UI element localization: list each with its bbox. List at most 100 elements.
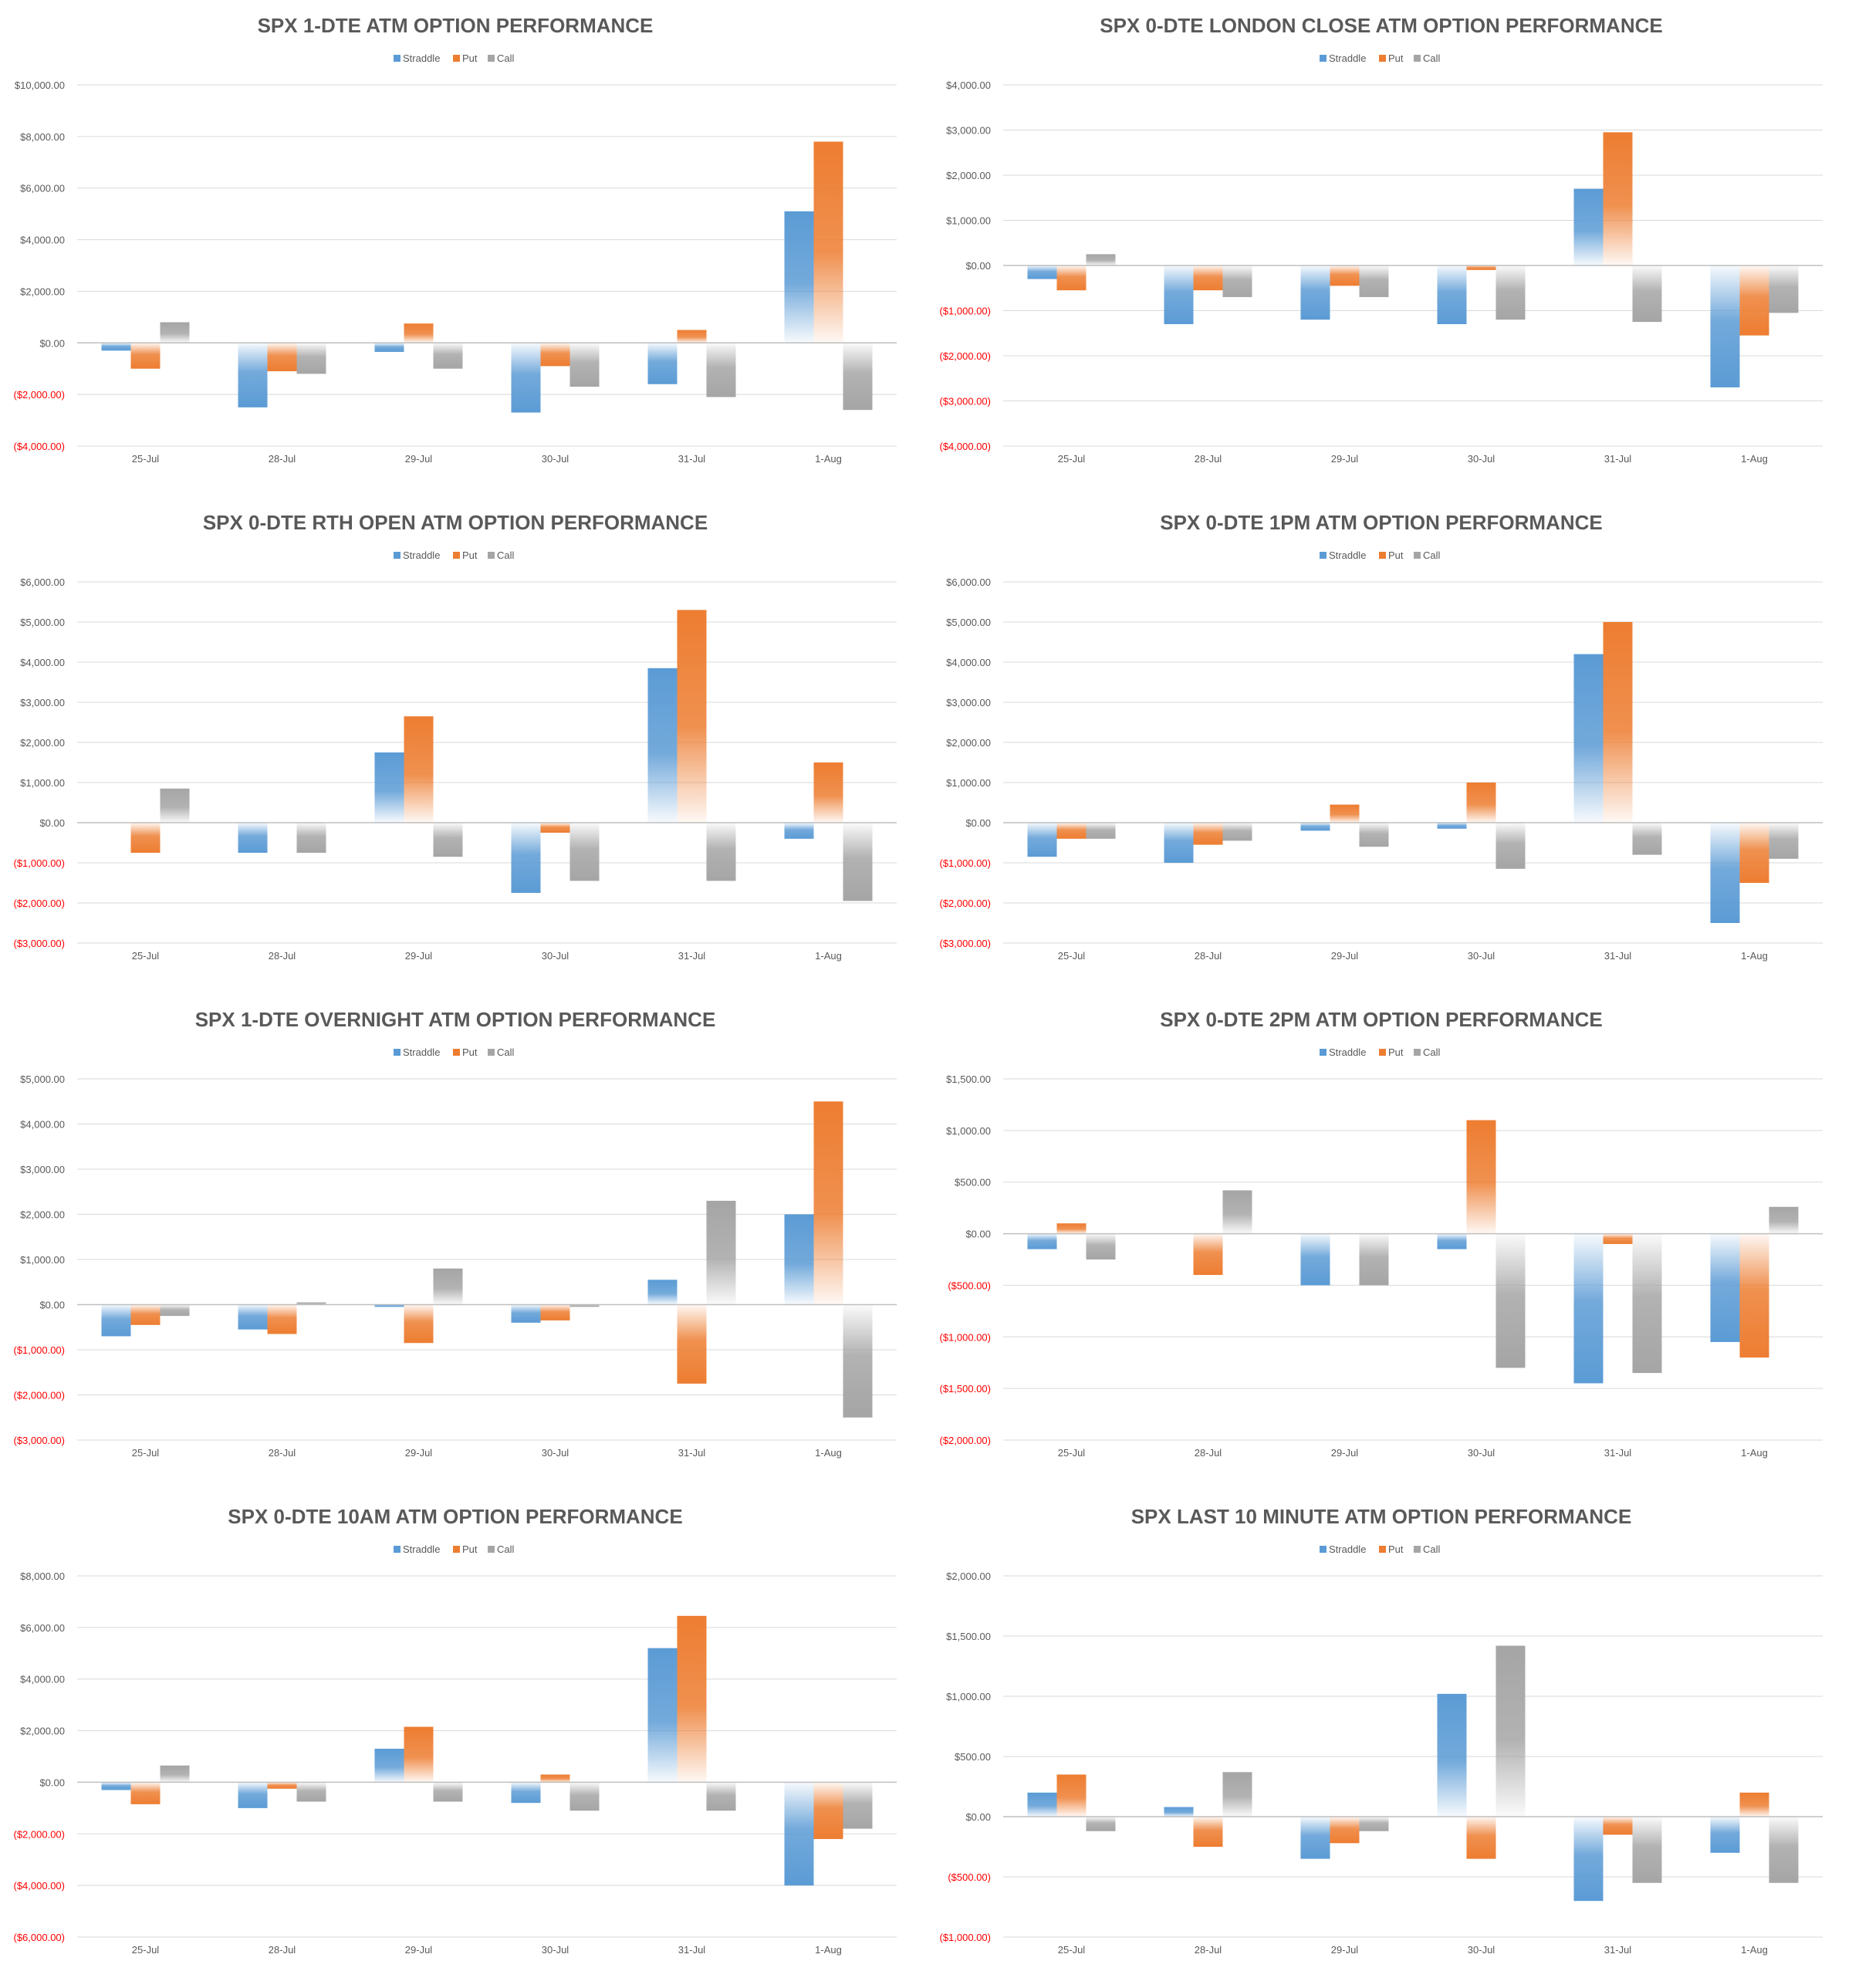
y-tick-label: $5,000.00	[946, 617, 991, 628]
chart-panel-london-close: SPX 0-DTE LONDON CLOSE ATM OPTION PERFOR…	[926, 0, 1852, 497]
x-tick-label: 30-Jul	[542, 453, 569, 465]
bar-call-31-Jul	[1633, 823, 1662, 855]
legend-label-call: Call	[1423, 549, 1441, 561]
bar-put-30-Jul	[1467, 265, 1496, 270]
legend-label-put: Put	[462, 549, 478, 561]
legend-label-straddle: Straddle	[403, 1543, 440, 1555]
y-tick-label: $3,000.00	[946, 125, 991, 137]
chart-svg: SPX 0-DTE 10AM ATM OPTION PERFORMANCE Str…	[0, 1491, 926, 1988]
y-tick-label: $2,000.00	[20, 737, 65, 749]
y-tick-label: $6,000.00	[20, 1622, 65, 1634]
x-tick-label: 30-Jul	[1468, 950, 1495, 962]
bar-call-25-Jul	[161, 1305, 190, 1317]
bar-straddle-1-Aug	[785, 823, 814, 839]
bar-straddle-31-Jul	[1574, 189, 1604, 265]
bar-call-25-Jul	[1087, 254, 1116, 265]
chart-svg: SPX 0-DTE 1PM ATM OPTION PERFORMANCEStra…	[926, 497, 1852, 994]
chart-panel-overnight: SPX 1-DTE OVERNIGHT ATM OPTION PERFORMAN…	[0, 994, 926, 1491]
y-tick-label: ($2,000.00)	[14, 1390, 66, 1401]
x-tick-label: 25-Jul	[132, 1944, 160, 1956]
y-tick-label: ($3,000.00)	[14, 938, 66, 949]
bar-call-1-Aug	[1769, 823, 1799, 859]
bar-straddle-30-Jul	[512, 343, 541, 412]
y-tick-label: $500.00	[955, 1177, 991, 1188]
bar-straddle-29-Jul	[375, 1305, 404, 1307]
x-tick-label: 31-Jul	[1604, 1944, 1632, 1956]
bar-straddle-28-Jul	[238, 1305, 268, 1330]
y-tick-label: ($500.00)	[948, 1871, 991, 1883]
x-tick-label: 1-Aug	[815, 950, 842, 962]
y-tick-label: $1,000.00	[20, 777, 65, 789]
bar-straddle-29-Jul	[1301, 823, 1330, 830]
y-tick-label: ($3,000.00)	[940, 938, 992, 949]
legend-label-call: Call	[497, 52, 515, 64]
bar-straddle-30-Jul	[1438, 1234, 1467, 1249]
bar-put-31-Jul	[1604, 1817, 1633, 1834]
x-tick-label: 28-Jul	[1195, 950, 1222, 962]
bar-put-31-Jul	[678, 330, 707, 343]
bar-put-1-Aug	[814, 1101, 843, 1304]
bar-straddle-31-Jul	[648, 1280, 678, 1304]
bar-put-28-Jul	[1194, 823, 1223, 845]
y-tick-label: $6,000.00	[946, 576, 991, 588]
bar-straddle-1-Aug	[785, 1215, 814, 1305]
bar-call-25-Jul	[161, 323, 190, 343]
y-tick-label: $6,000.00	[20, 183, 65, 194]
chart-title: SPX 0-DTE 10AM ATM OPTION PERFORMANCE	[228, 1505, 682, 1528]
y-tick-label: ($500.00)	[948, 1280, 991, 1291]
bar-call-30-Jul	[570, 1782, 600, 1810]
y-tick-label: ($2,000.00)	[14, 1828, 66, 1840]
bar-put-31-Jul	[678, 610, 707, 823]
bar-straddle-25-Jul	[1028, 1793, 1057, 1817]
bar-call-30-Jul	[570, 823, 600, 881]
bar-put-28-Jul	[1194, 1817, 1223, 1847]
legend-label-call: Call	[1423, 1543, 1441, 1555]
x-tick-label: 25-Jul	[132, 453, 160, 465]
bar-straddle-30-Jul	[512, 1305, 541, 1323]
legend-swatch-put	[453, 55, 460, 62]
legend-label-call: Call	[1423, 1046, 1441, 1058]
bar-put-31-Jul	[1604, 132, 1633, 265]
y-tick-label: ($2,000.00)	[940, 898, 992, 909]
bar-call-29-Jul	[1360, 823, 1389, 847]
bar-straddle-1-Aug	[1711, 1234, 1740, 1342]
chart-title: SPX LAST 10 MINUTE ATM OPTION PERFORMANC…	[1131, 1505, 1632, 1528]
bar-put-30-Jul	[541, 343, 570, 366]
legend-swatch-straddle	[394, 1049, 400, 1056]
chart-title: SPX 0-DTE LONDON CLOSE ATM OPTION PERFOR…	[1100, 14, 1662, 37]
y-tick-label: $0.00	[39, 337, 65, 349]
y-tick-label: $4,000.00	[946, 657, 991, 668]
bar-call-28-Jul	[297, 343, 326, 374]
legend-label-straddle: Straddle	[1329, 1046, 1366, 1058]
chart-svg: SPX 1-DTE ATM OPTION PERFORMANCEStraddle…	[0, 0, 926, 497]
x-tick-label: 28-Jul	[269, 1447, 296, 1459]
chart-panel-rth-open: SPX 0-DTE RTH OPEN ATM OPTION PERFORMANC…	[0, 497, 926, 994]
bar-straddle-28-Jul	[238, 823, 268, 853]
legend-label-straddle: Straddle	[1329, 1543, 1366, 1555]
y-tick-label: ($2,000.00)	[940, 350, 992, 362]
x-tick-label: 28-Jul	[269, 453, 296, 465]
y-tick-label: ($1,000.00)	[940, 857, 992, 869]
y-tick-label: $3,000.00	[20, 697, 65, 708]
x-tick-label: 28-Jul	[1195, 1447, 1222, 1459]
y-tick-label: $8,000.00	[20, 1570, 65, 1582]
y-tick-label: ($4,000.00)	[940, 441, 992, 452]
y-tick-label: $10,000.00	[15, 79, 65, 91]
x-tick-label: 1-Aug	[1741, 453, 1768, 465]
bar-straddle-28-Jul	[238, 343, 268, 407]
bar-straddle-1-Aug	[1711, 823, 1740, 923]
chart-title: SPX 1-DTE ATM OPTION PERFORMANCE	[258, 14, 654, 37]
x-tick-label: 1-Aug	[815, 1944, 842, 1956]
bar-straddle-29-Jul	[375, 1749, 404, 1782]
y-tick-label: $5,000.00	[20, 1073, 65, 1085]
bar-call-1-Aug	[1769, 265, 1799, 313]
x-tick-label: 1-Aug	[815, 453, 842, 465]
bar-call-28-Jul	[1223, 1190, 1252, 1233]
bar-put-28-Jul	[1194, 265, 1223, 290]
legend-swatch-straddle	[394, 1546, 400, 1553]
y-tick-label: $4,000.00	[946, 79, 991, 91]
legend-swatch-call	[1414, 1546, 1421, 1553]
x-tick-label: 31-Jul	[678, 1944, 706, 1956]
